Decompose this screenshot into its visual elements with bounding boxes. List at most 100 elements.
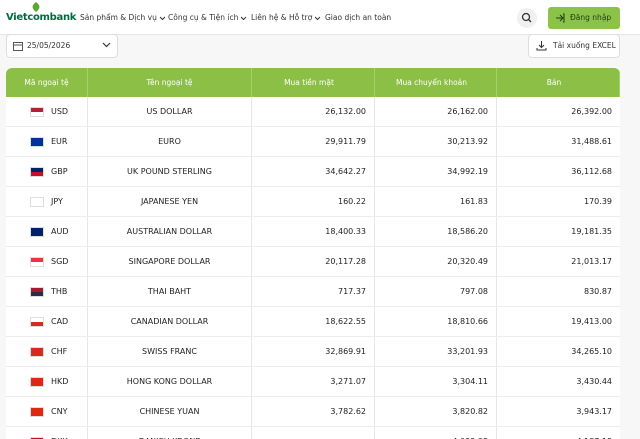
flag-icon bbox=[30, 406, 44, 417]
cell-text: 34,642.27 bbox=[325, 167, 366, 176]
cell-text: CHINESE YUAN bbox=[139, 407, 200, 416]
table-cell: 3,304.11 bbox=[375, 367, 497, 396]
search-button[interactable] bbox=[517, 8, 537, 28]
cell-text: 34,992.19 bbox=[447, 167, 488, 176]
cell-text: JAPANESE YEN bbox=[140, 197, 199, 206]
cell-text: 26,132.00 bbox=[325, 107, 366, 116]
cell-text: HONG KONG DOLLAR bbox=[126, 377, 213, 386]
cell-text: THB bbox=[51, 287, 68, 296]
table-cell: 18,586.20 bbox=[375, 217, 497, 246]
cell-text: UK POUND STERLING bbox=[127, 167, 212, 176]
logo[interactable]: Vietcombank bbox=[6, 12, 77, 23]
table-cell: HONG KONG DOLLAR bbox=[88, 367, 252, 396]
table-cell: 170.39 bbox=[497, 187, 620, 216]
nav-label: Sản phẩm & Dịch vụ bbox=[80, 13, 157, 22]
table-cell: 20,117.28 bbox=[252, 247, 375, 276]
nav-item[interactable]: Giao dịch an toàn bbox=[325, 13, 391, 22]
table-cell: 34,265.10 bbox=[497, 337, 620, 366]
table-cell: 3,943.17 bbox=[497, 397, 620, 426]
table-row: GBP UK POUND STERLING 34,642.27 34,992.19 36… bbox=[6, 157, 620, 187]
table-cell: 161.83 bbox=[375, 187, 497, 216]
date-picker[interactable] bbox=[6, 34, 118, 58]
flag-icon bbox=[30, 166, 44, 177]
flag-icon bbox=[30, 136, 44, 147]
login-icon bbox=[556, 13, 565, 23]
nav-item[interactable]: Công cụ & Tiện ích bbox=[168, 13, 247, 22]
table-cell: 26,392.00 bbox=[497, 97, 620, 126]
flag-icon bbox=[30, 226, 44, 237]
table-cell: 20,320.49 bbox=[375, 247, 497, 276]
cell-text: EURO bbox=[158, 137, 181, 146]
cell-text: EUR bbox=[51, 137, 68, 146]
nav-item[interactable]: Sản phẩm & Dịch vụ bbox=[80, 13, 166, 22]
cell-text: 20,320.49 bbox=[447, 257, 488, 266]
cell-text: 30,213.92 bbox=[447, 137, 488, 146]
cell-text: 3,430.44 bbox=[576, 377, 612, 386]
table-row: HKD HONG KONG DOLLAR 3,271.07 3,304.11 3,430… bbox=[6, 367, 620, 397]
cell-text: SGD bbox=[51, 257, 69, 266]
table-cell: AUD bbox=[6, 217, 88, 246]
nav-chevron bbox=[159, 16, 166, 20]
table-cell: 36,112.68 bbox=[497, 157, 620, 186]
flag-icon bbox=[30, 286, 44, 297]
login-button[interactable]: Đăng nhập bbox=[548, 7, 620, 29]
table-cell: DKK bbox=[6, 427, 88, 439]
cell-text: CAD bbox=[51, 317, 69, 326]
calendar-icon bbox=[13, 42, 23, 51]
nav-chevron bbox=[314, 16, 321, 20]
nav-chevron bbox=[241, 16, 247, 20]
table-cell: 19,413.00 bbox=[497, 307, 620, 336]
export-label: Tải xuống EXCEL bbox=[553, 41, 616, 50]
table-cell: JAPANESE YEN bbox=[88, 187, 252, 216]
cell-text: 31,488.61 bbox=[571, 137, 612, 146]
table-cell: 34,992.19 bbox=[375, 157, 497, 186]
column-header: Mua chuyển khoản bbox=[375, 68, 497, 97]
cell-text: 20,117.28 bbox=[325, 257, 366, 266]
table-row: JPY JAPANESE YEN 160.22 161.83 170.39 bbox=[6, 187, 620, 217]
table-cell: USD bbox=[6, 97, 88, 126]
table-cell: UK POUND STERLING bbox=[88, 157, 252, 186]
table-cell: CNY bbox=[6, 397, 88, 426]
cell-text: 19,181.35 bbox=[571, 227, 612, 236]
table-cell: 30,213.92 bbox=[375, 127, 497, 156]
cell-text: 32,869.91 bbox=[325, 347, 366, 356]
column-header: Tên ngoại tệ bbox=[88, 68, 252, 97]
cell-text: THAI BAHT bbox=[147, 287, 192, 296]
cell-text: 18,622.55 bbox=[325, 317, 366, 326]
cell-text: JPY bbox=[51, 197, 63, 206]
table-cell: THAI BAHT bbox=[88, 277, 252, 306]
nav-item[interactable]: Liên hệ & Hỗ trợ bbox=[251, 13, 321, 22]
table-row: SGD SINGAPORE DOLLAR 20,117.28 20,320.49 21,… bbox=[6, 247, 620, 277]
flag-icon bbox=[30, 316, 44, 327]
rate-table: Mã ngoại tệ Tên ngoại tệ Mua tiền mặt Mua c… bbox=[6, 68, 620, 439]
table-row: AUD AUSTRALIAN DOLLAR 18,400.33 18,586.20 19… bbox=[6, 217, 620, 247]
table-cell: EURO bbox=[88, 127, 252, 156]
cell-text: USD bbox=[51, 107, 69, 116]
column-header: Mua tiền mặt bbox=[252, 68, 375, 97]
flag-icon bbox=[30, 346, 44, 357]
cell-text: SINGAPORE DOLLAR bbox=[128, 257, 211, 266]
table-cell: 33,201.93 bbox=[375, 337, 497, 366]
table-cell: EUR bbox=[6, 127, 88, 156]
cell-text: DANISH KRONE bbox=[139, 437, 201, 439]
cell-text: 26,392.00 bbox=[571, 107, 612, 116]
table-cell: 34,642.27 bbox=[252, 157, 375, 186]
cell-text: 34,265.10 bbox=[571, 347, 612, 356]
table-cell: JPY bbox=[6, 187, 88, 216]
table-cell: AUSTRALIAN DOLLAR bbox=[88, 217, 252, 246]
cell-text: AUSTRALIAN DOLLAR bbox=[126, 227, 213, 236]
table-cell: US DOLLAR bbox=[88, 97, 252, 126]
cell-text: CANADIAN DOLLAR bbox=[130, 317, 209, 326]
cell-text: 29,911.79 bbox=[325, 137, 366, 146]
table-row: EUR EURO 29,911.79 30,213.92 31,488.61 bbox=[6, 127, 620, 157]
table-cell: 3,271.07 bbox=[252, 367, 375, 396]
table-cell: SINGAPORE DOLLAR bbox=[88, 247, 252, 276]
flag-icon bbox=[30, 106, 44, 117]
table-cell: 32,869.91 bbox=[252, 337, 375, 366]
login-label: Đăng nhập bbox=[570, 13, 612, 22]
cell-text: GBP bbox=[51, 167, 68, 176]
table-cell: 18,810.66 bbox=[375, 307, 497, 336]
table-cell: 18,622.55 bbox=[252, 307, 375, 336]
cell-text: 161.83 bbox=[460, 197, 488, 206]
cell-text: 36,112.68 bbox=[571, 167, 612, 176]
